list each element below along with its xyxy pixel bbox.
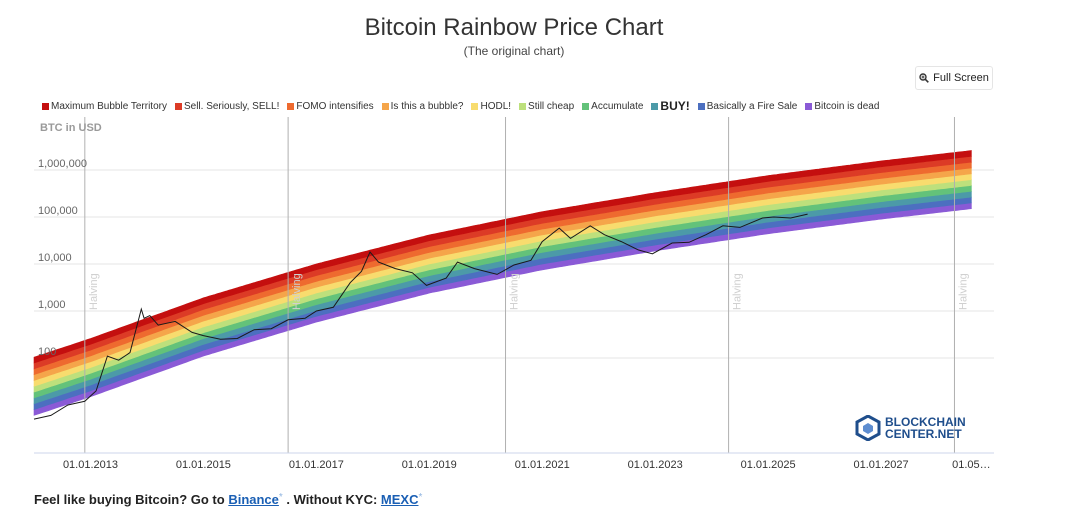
- halving-label: Halving: [88, 273, 100, 310]
- legend-label: Maximum Bubble Territory: [51, 100, 167, 112]
- binance-link[interactable]: Binance: [228, 492, 279, 507]
- y-tick-label: 1,000,000: [38, 158, 87, 170]
- legend-item[interactable]: Accumulate: [582, 101, 643, 112]
- chart-legend: Maximum Bubble Territory Sell. Seriously,…: [42, 99, 879, 113]
- legend-swatch: [582, 102, 590, 110]
- halving-label: Halving: [732, 273, 744, 310]
- chart-title: Bitcoin Rainbow Price Chart: [364, 14, 664, 41]
- rainbow-chart: Halving Halving Halving Halving Halving BTC i…: [33, 117, 994, 471]
- legend-label: Accumulate: [591, 100, 644, 112]
- cube-logo-icon: [855, 415, 881, 441]
- magnifier-plus-icon: [919, 73, 930, 83]
- y-axis-label: BTC in USD: [40, 122, 102, 134]
- x-tick-label: 01.01.2019: [402, 459, 457, 471]
- legend-swatch: [42, 102, 49, 110]
- halving-label: Halving: [291, 273, 303, 310]
- x-tick-label: 01.05…: [952, 459, 991, 471]
- legend-label: Sell. Seriously, SELL!: [183, 100, 280, 112]
- y-tick-label: 1,000: [38, 299, 66, 311]
- x-tick-label: 01.01.2023: [628, 459, 683, 471]
- legend-label: Bitcoin is dead: [814, 100, 880, 112]
- y-tick-label: 100: [38, 346, 56, 358]
- y-tick-label: 100,000: [38, 205, 78, 217]
- x-tick-label: 01.01.2017: [289, 459, 344, 471]
- halving-label: Halving: [509, 273, 521, 310]
- legend-swatch: [651, 102, 659, 110]
- x-tick-label: 01.01.2015: [176, 459, 231, 471]
- legend-label: HODL!: [480, 100, 512, 112]
- y-tick-label: 10,000: [38, 252, 72, 264]
- x-tick-label: 01.01.2025: [741, 459, 796, 471]
- legend-label: Is this a bubble?: [390, 100, 464, 112]
- legend-swatch: [471, 102, 479, 110]
- legend-label: Still cheap: [528, 100, 575, 112]
- mexc-link[interactable]: MEXC: [380, 492, 419, 507]
- legend-item[interactable]: HODL!: [471, 101, 511, 112]
- legend-swatch: [381, 102, 389, 110]
- x-tick-label: 01.01.2013: [63, 459, 118, 471]
- halving-label: Halving: [957, 273, 969, 310]
- legend-label: BUY!: [660, 99, 690, 113]
- legend-swatch: [174, 102, 182, 110]
- mexc-star: *: [418, 492, 423, 503]
- chart-subtitle: (The original chart): [463, 44, 565, 58]
- logo-line-2: CENTER.NET: [885, 427, 962, 441]
- full-screen-label: Full Screen: [933, 72, 989, 84]
- logo-line-1: BLOCKCHAIN: [885, 415, 966, 429]
- legend-item[interactable]: Still cheap: [519, 101, 574, 112]
- footer-promo: Feel like buying Bitcoin? Go to Binance*…: [34, 492, 422, 507]
- x-tick-label: 01.01.2027: [854, 459, 909, 471]
- footer-mid: . Without KYC:: [286, 492, 378, 507]
- blockchaincenter-logo: BLOCKCHAIN CENTER.NET: [855, 415, 966, 441]
- legend-item[interactable]: BUY!: [651, 99, 690, 113]
- legend-swatch: [697, 102, 705, 110]
- legend-item[interactable]: Basically a Fire Sale: [697, 100, 798, 112]
- legend-label: FOMO intensifies: [296, 100, 374, 112]
- legend-label: Basically a Fire Sale: [706, 100, 798, 112]
- binance-star: *: [278, 492, 283, 503]
- full-screen-button[interactable]: Full Screen: [915, 66, 993, 90]
- footer-prefix: Feel like buying Bitcoin? Go to: [34, 492, 225, 507]
- legend-item[interactable]: Sell. Seriously, SELL!: [174, 100, 280, 112]
- legend-swatch: [519, 102, 527, 110]
- legend-item[interactable]: Is this a bubble?: [381, 100, 464, 112]
- legend-item[interactable]: FOMO intensifies: [287, 100, 374, 112]
- legend-item[interactable]: Maximum Bubble Territory: [42, 101, 167, 112]
- legend-item[interactable]: Bitcoin is dead: [805, 101, 879, 112]
- legend-swatch: [805, 102, 813, 110]
- legend-swatch: [287, 102, 295, 110]
- rainbow-band: [33, 150, 972, 364]
- x-tick-label: 01.01.2021: [515, 459, 570, 471]
- price-line: [33, 213, 808, 420]
